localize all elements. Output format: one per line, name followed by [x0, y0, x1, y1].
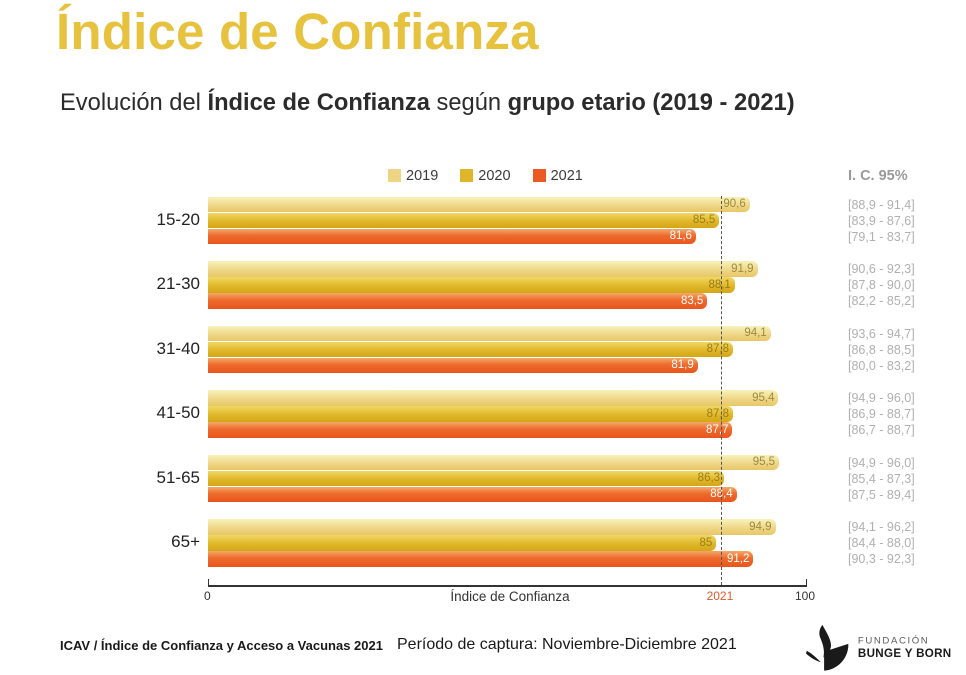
svg-text:BUNGE Y BORN: BUNGE Y BORN	[858, 647, 952, 660]
svg-text:FUNDACIÓN: FUNDACIÓN	[858, 635, 929, 646]
